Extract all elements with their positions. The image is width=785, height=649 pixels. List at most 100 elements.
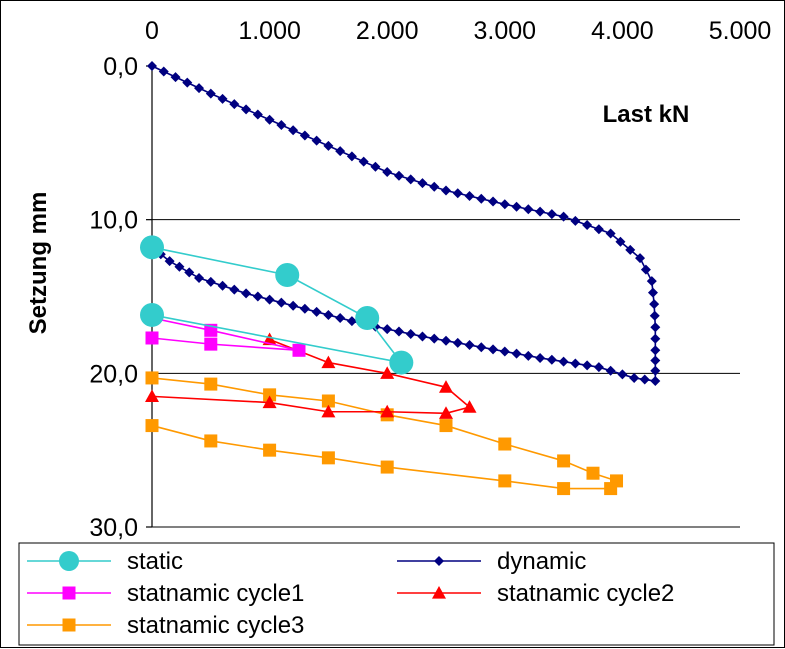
legend-label-statnamic-cycle1: statnamic cycle1 [127,580,304,607]
point-dynamic-36 [570,215,581,226]
point-dynamic-61 [558,356,569,367]
point-dynamic-90 [217,280,228,291]
point-dynamic-9 [252,109,263,120]
series-dynamic [147,61,661,387]
series-layer [140,61,661,496]
point-dynamic-18 [358,156,369,167]
point-dynamic-25 [441,185,451,196]
y-tick-label-1: 10,0 [89,207,138,235]
point-dynamic-75 [393,326,404,337]
x-tick-label-2: 2.000 [356,17,419,45]
point-dynamic-59 [582,360,593,371]
point-dynamic-27 [464,191,475,202]
point-statnamic-cycle2-4 [462,400,477,413]
point-dynamic-24 [429,181,440,192]
legend-label-static: static [127,548,183,575]
point-statnamic-cycle3-7 [557,454,571,468]
point-dynamic-21 [393,170,404,181]
point-dynamic-43 [640,264,651,275]
point-dynamic-73 [417,331,428,342]
point-dynamic-81 [323,309,334,320]
point-dynamic-69 [464,340,475,351]
point-statnamic-cycle3-5 [439,419,453,433]
point-dynamic-85 [276,297,287,308]
point-dynamic-88 [241,288,252,299]
point-dynamic-86 [264,294,275,305]
point-dynamic-8 [241,104,252,115]
legend-item-statnamic-cycle2: statnamic cycle2 [397,580,674,607]
point-statnamic-cycle3-15 [263,443,277,457]
point-dynamic-14 [311,135,322,146]
point-dynamic-2 [170,72,181,83]
point-statnamic-cycle2-1 [321,355,336,369]
y-tick-labels: 0,0 10,0 20,0 30,0 [89,53,138,542]
x-tick-label-5: 5.000 [709,17,772,45]
x-tick-label-3: 3.000 [474,17,537,45]
point-dynamic-80 [335,313,346,324]
point-dynamic-16 [335,146,346,157]
point-dynamic-48 [650,322,661,333]
point-dynamic-5 [205,88,216,99]
point-dynamic-6 [217,93,228,104]
point-statnamic-cycle1-4 [145,331,159,345]
legend-item-dynamic: dynamic [397,548,586,575]
legend-label-dynamic: dynamic [497,548,586,575]
point-dynamic-35 [558,211,569,222]
point-dynamic-58 [593,362,604,373]
point-dynamic-26 [452,188,463,199]
point-statnamic-cycle3-17 [145,419,159,433]
point-dynamic-11 [276,120,287,131]
point-dynamic-94 [174,261,185,272]
plot-area [152,66,740,527]
point-dynamic-52 [650,365,661,376]
point-dynamic-91 [205,276,216,287]
point-dynamic-30 [499,199,510,210]
point-dynamic-32 [523,204,534,215]
point-dynamic-64 [523,350,534,361]
point-dynamic-7 [229,99,240,110]
point-dynamic-51 [650,355,661,366]
point-dynamic-89 [229,284,240,295]
legend-item-statnamic-cycle3: statnamic cycle3 [27,612,304,639]
point-statnamic-cycle3-8 [586,466,600,480]
point-dynamic-67 [488,344,499,355]
point-statnamic-cycle2-7 [321,404,336,418]
point-dynamic-28 [476,193,487,204]
x-tick-label-0: 0 [145,17,159,45]
y-axis-title: Setzung mm [25,192,52,335]
point-statnamic-cycle2-0 [262,332,277,346]
point-dynamic-66 [499,346,510,357]
point-statnamic-cycle2-2 [380,366,395,379]
point-dynamic-33 [535,206,546,217]
point-dynamic-60 [570,358,581,369]
point-dynamic-62 [546,354,557,365]
point-dynamic-65 [511,348,522,359]
point-dynamic-83 [299,303,310,314]
legend-item-static: static [27,548,183,575]
point-dynamic-13 [299,130,310,141]
point-static-3 [389,350,414,375]
point-dynamic-37 [582,220,593,231]
point-dynamic-23 [417,178,428,189]
legend-label-statnamic-cycle3: statnamic cycle3 [127,612,304,639]
point-dynamic-95 [164,256,175,267]
point-statnamic-cycle2-3 [439,380,453,393]
point-dynamic-0 [147,61,157,71]
point-dynamic-31 [511,201,522,212]
point-statnamic-cycle1-2 [292,343,306,357]
point-dynamic-20 [382,167,393,178]
point-dynamic-41 [625,244,636,255]
point-dynamic-56 [617,369,628,380]
point-statnamic-cycle3-6 [498,437,512,451]
point-dynamic-10 [264,114,275,125]
point-dynamic-82 [311,306,322,317]
legend-marker-static [59,551,79,571]
x-tick-label-4: 4.000 [591,17,654,45]
series-static [140,235,414,375]
point-dynamic-55 [629,372,640,383]
point-static-2 [355,306,380,331]
point-statnamic-cycle3-11 [557,482,571,496]
point-statnamic-cycle3-16 [204,434,218,448]
